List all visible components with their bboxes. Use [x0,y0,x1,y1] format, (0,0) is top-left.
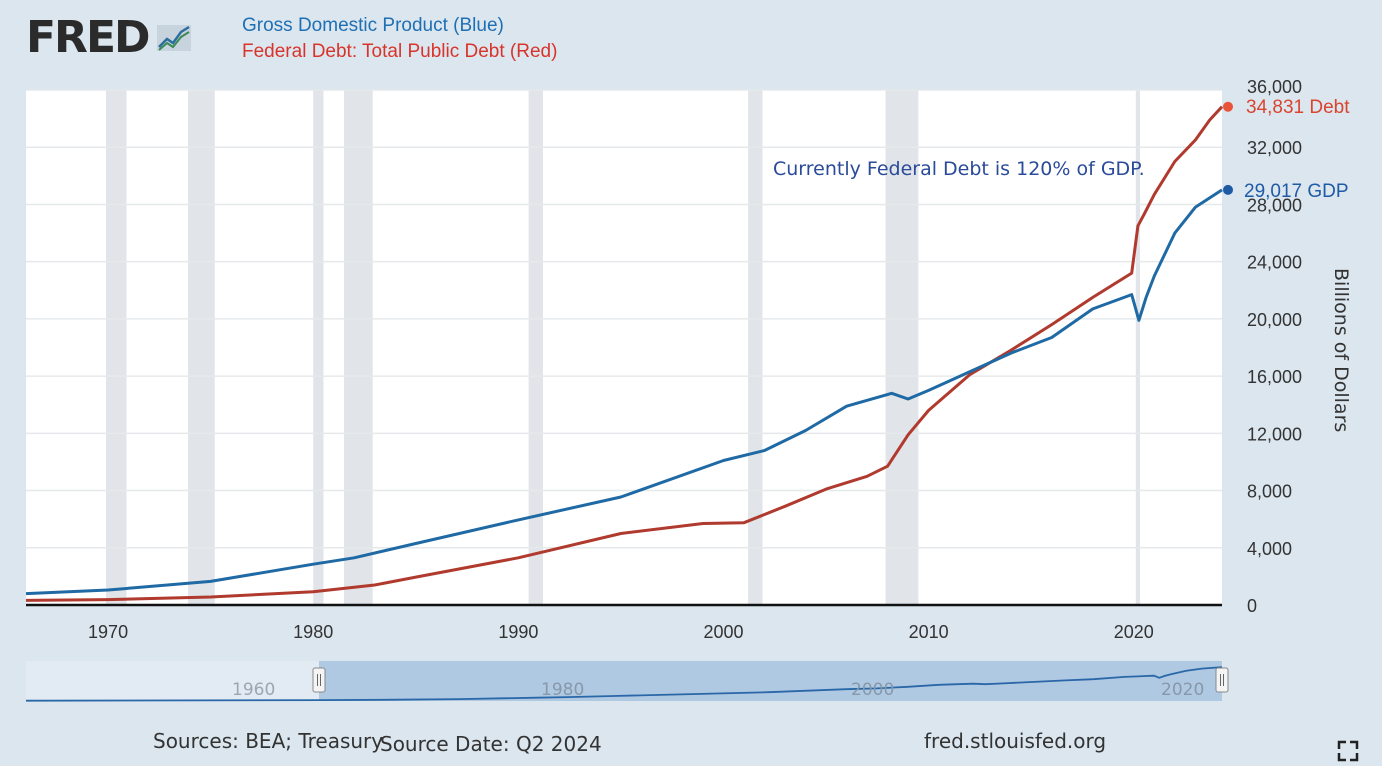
y-tick-label: 0 [1247,596,1257,616]
x-tick-label: 1970 [88,622,128,642]
y-axis-label: Billions of Dollars [1330,268,1352,432]
y-tick-label: 4,000 [1247,539,1292,559]
y-tick-label: 28,000 [1247,195,1302,215]
legend-debt: Federal Debt: Total Public Debt (Red) [242,41,558,62]
y-tick-label: 20,000 [1247,310,1302,330]
recession-bands [106,90,1140,605]
debt-endpoint-marker [1223,101,1233,112]
footer-sources: Sources: BEA; Treasury [153,729,384,753]
footer-site-link[interactable]: fred.stlouisfed.org [924,729,1107,753]
gdp-endpoint-marker [1223,184,1233,195]
recession-band [188,90,215,605]
y-tick-label: 36,000 [1247,77,1302,97]
x-axis-ticks: 1970 1980 1990 2000 2010 2020 [88,622,1154,642]
recession-band [528,90,543,605]
debt-end-label: 34,831 Debt [1246,97,1350,118]
nav-label-1980: 1980 [541,680,584,700]
y-axis-ticks: 0 4,000 8,000 12,000 16,000 20,000 24,000 28,00… [1247,77,1302,616]
recession-band [313,90,324,605]
nav-label-2020: 2020 [1161,680,1204,700]
fred-logo: FRED [26,14,193,62]
gdp-series-line [25,188,1223,596]
nav-label-1960: 1960 [232,680,275,700]
navigator-selection[interactable] [319,661,1222,701]
nav-label-2000: 2000 [851,680,894,700]
recession-band [343,90,373,605]
chart-legend: Gross Domestic Product (Blue) Federal De… [242,13,557,65]
fullscreen-icon[interactable] [1337,740,1359,762]
x-tick-label: 2020 [1114,622,1154,642]
recession-band [885,90,919,605]
x-tick-label: 2000 [703,622,743,642]
recession-band [106,90,127,605]
y-tick-label: 24,000 [1247,253,1302,273]
recession-band [748,90,763,605]
recession-band [1135,90,1140,605]
y-tick-label: 8,000 [1247,482,1292,502]
navigator-right-handle[interactable] [1215,667,1229,693]
chart-annotation: Currently Federal Debt is 120% of GDP. [773,158,1145,180]
fred-logo-text: FRED [26,12,151,63]
navigator-left-handle[interactable] [312,667,326,693]
navigator-series-line [25,666,1223,702]
y-tick-label: 12,000 [1247,424,1302,444]
x-tick-label: 1990 [498,622,538,642]
debt-series-line [25,105,1224,602]
x-tick-label: 2010 [909,622,949,642]
gridlines [26,89,1222,549]
legend-gdp: Gross Domestic Product (Blue) [242,15,504,36]
gdp-end-label: 29,017 GDP [1244,181,1349,202]
x-tick-label: 1980 [293,622,333,642]
range-navigator[interactable]: 1960 1980 2000 2020 [25,661,1229,702]
y-tick-label: 16,000 [1247,367,1302,387]
footer-source-date: Source Date: Q2 2024 [380,732,602,756]
trend-chart-icon [154,21,193,55]
y-tick-label: 32,000 [1247,138,1302,158]
